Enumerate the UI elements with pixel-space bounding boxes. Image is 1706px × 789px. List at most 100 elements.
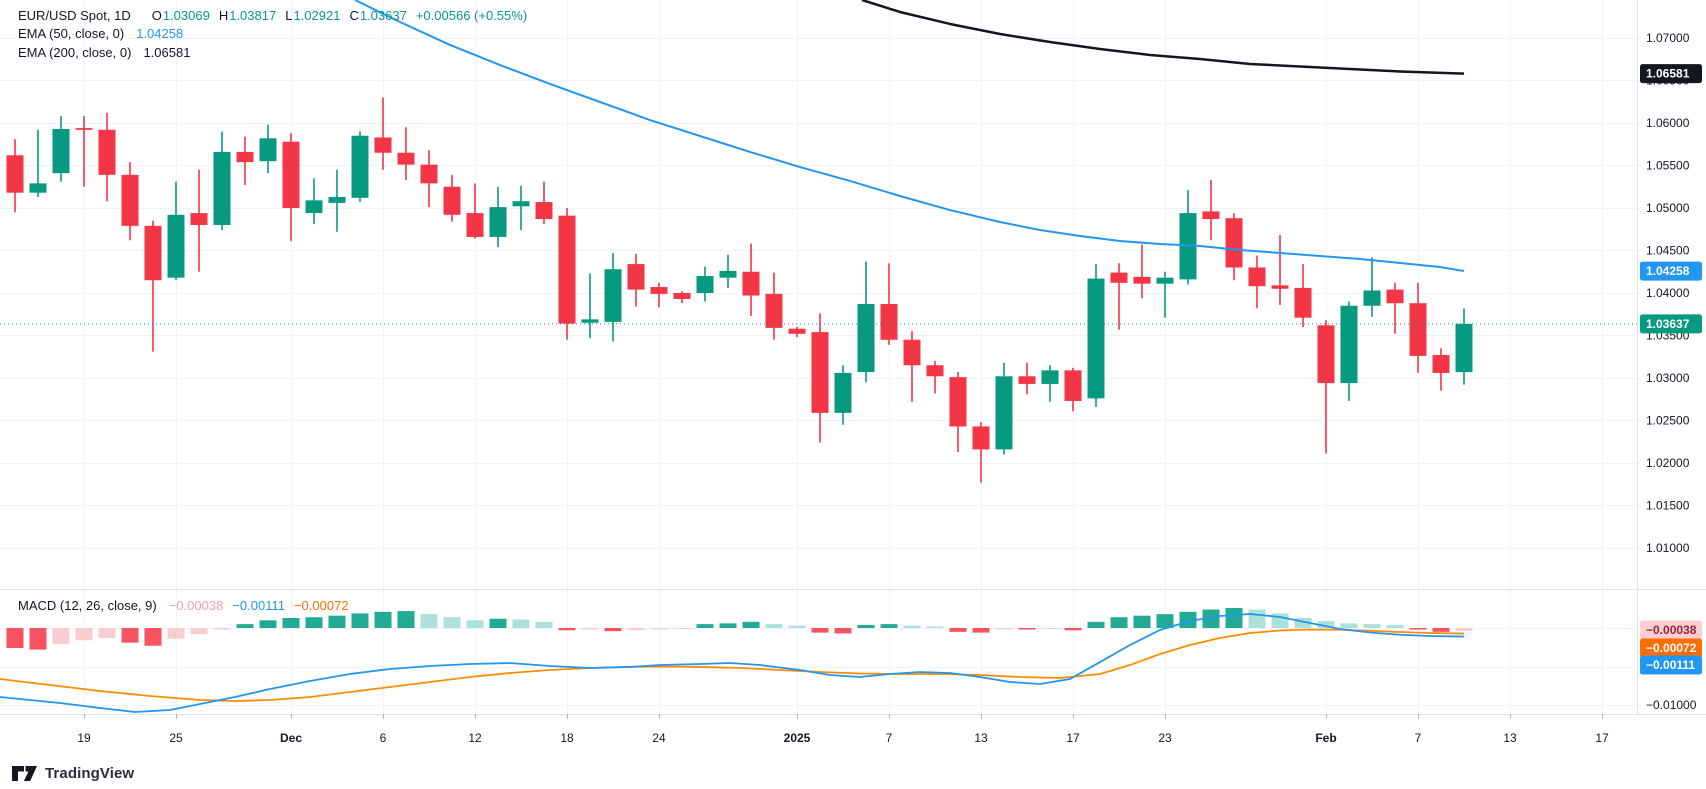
svg-text:1.03637: 1.03637 [1646,317,1690,331]
ema200-legend-row[interactable]: EMA (200, close, 0) 1.06581 [18,43,527,62]
tradingview-logo-icon [12,766,37,781]
candlestick-series [6,97,1473,483]
svg-text:1.06000: 1.06000 [1646,116,1690,130]
candle-Dec-6 [374,137,392,153]
candle-Nov-29 [259,138,277,162]
candle-Dec-5 [351,135,369,198]
macd-bar [1340,623,1358,628]
bottom-attribution-bar: TradingView [0,758,1706,789]
macd-bar [190,628,208,635]
candle-Dec-20 [604,269,622,322]
candle-Feb-10 [1432,355,1450,373]
candle-Jan-17 [1064,370,1082,401]
macd-bar [811,628,829,633]
macd-bar [6,628,24,649]
macd-bar [1409,628,1427,630]
macd-bar [788,625,806,628]
change-value: +0.00566 (+0.55%) [415,7,528,23]
close-value: 1.03637 [359,7,407,23]
candle-Jan-10 [949,377,967,427]
ema50-legend-row[interactable]: EMA (50, close, 0) 1.04258 [18,25,527,44]
macd-bar [489,618,507,628]
macd-bar [236,624,254,628]
macd-signal-line [0,628,1465,702]
low-label: L [285,7,293,23]
svg-text:12: 12 [468,731,482,745]
macd-bar [1041,628,1059,629]
svg-text:1.03000: 1.03000 [1646,371,1690,385]
candle-Jan-8 [903,339,921,366]
macd-main-line [0,613,1465,713]
svg-text:1.04258: 1.04258 [1646,264,1690,278]
macd-bar [1432,628,1450,632]
macd-title: MACD (12, 26, close, 9) [18,597,157,613]
macd-bar [1317,621,1335,628]
svg-text:1.02000: 1.02000 [1646,456,1690,470]
candle-Jan-16 [1041,370,1059,384]
macd-bar [627,628,645,631]
macd-bar [558,628,576,631]
macd-bar [443,617,461,628]
candle-Jan-3 [834,372,852,413]
candle-Jan-30 [1271,285,1289,289]
high-label: H [218,7,229,23]
macd-bar [466,620,484,628]
macd-signal [0,628,1465,702]
svg-text:24: 24 [652,731,666,745]
ema200-price-badge [1640,64,1702,84]
tradingview-link[interactable]: TradingView [12,765,134,782]
macd-bar [328,615,346,628]
svg-text:18: 18 [560,731,574,745]
symbol-legend-row[interactable]: EUR/USD Spot, 1D O 1.03069 H 1.03817 L 1.02… [18,6,527,25]
macd-bar [213,628,231,630]
candle-Nov-20 [98,129,116,175]
candle-Dec-24 [650,287,668,294]
axis-badges: 1.06581 1.04258 1.03637 −0.00038 −0.00072 −0.… [1640,64,1702,675]
macd-bar [1386,624,1404,628]
symbol-title[interactable]: EUR/USD Spot, 1D [18,7,131,23]
macd-bar [1294,617,1312,628]
svg-text:−0.01000: −0.01000 [1646,698,1697,712]
candle-Dec-31 [765,293,783,328]
low-value: 1.02921 [293,7,341,23]
macd-bar [535,621,553,628]
svg-text:1.05500: 1.05500 [1646,158,1690,172]
last-price-badge [1640,314,1702,334]
candle-Dec-9 [397,152,415,165]
ema50-title: EMA (50, close, 0) [18,26,125,42]
ema50-price-badge [1640,261,1702,281]
macd-hist-value: −0.00038 [168,597,224,613]
macd-bar [167,628,185,639]
macd-legend-row[interactable]: MACD (12, 26, close, 9) −0.00038 −0.0011… [18,596,349,615]
macd-bar [75,628,93,641]
price-legend: EUR/USD Spot, 1D O 1.03069 H 1.03817 L 1.02… [18,6,527,62]
svg-text:17: 17 [1595,731,1609,745]
svg-text:−0.00072: −0.00072 [1646,641,1697,655]
open-label: O [151,7,162,23]
ema200-value: 1.06581 [143,44,191,60]
candle-Nov-25 [167,214,185,278]
candle-Dec-27 [719,270,737,278]
macd-bar [397,611,415,628]
svg-text:1.05000: 1.05000 [1646,201,1690,215]
macd-bar [1018,628,1036,630]
macd-bar [1248,609,1266,628]
svg-text:17: 17 [1066,731,1080,745]
macd-bar [144,628,162,646]
candle-Jan-7 [880,304,898,340]
macd-bar [926,626,944,628]
svg-text:1.04000: 1.04000 [1646,286,1690,300]
candle-Jan-15 [1018,376,1036,384]
candle-Nov-15 [29,183,47,193]
ema200-line [861,0,1465,75]
candle-Dec-30 [742,271,760,296]
macd-bar [29,628,47,650]
macd-bar [420,614,438,628]
open-value: 1.03069 [162,7,210,23]
ema50 [354,0,1465,273]
svg-text:25: 25 [169,731,183,745]
macd-bar [673,628,691,629]
candle-Jan-20 [1087,278,1105,399]
macd-bar [1133,615,1151,628]
